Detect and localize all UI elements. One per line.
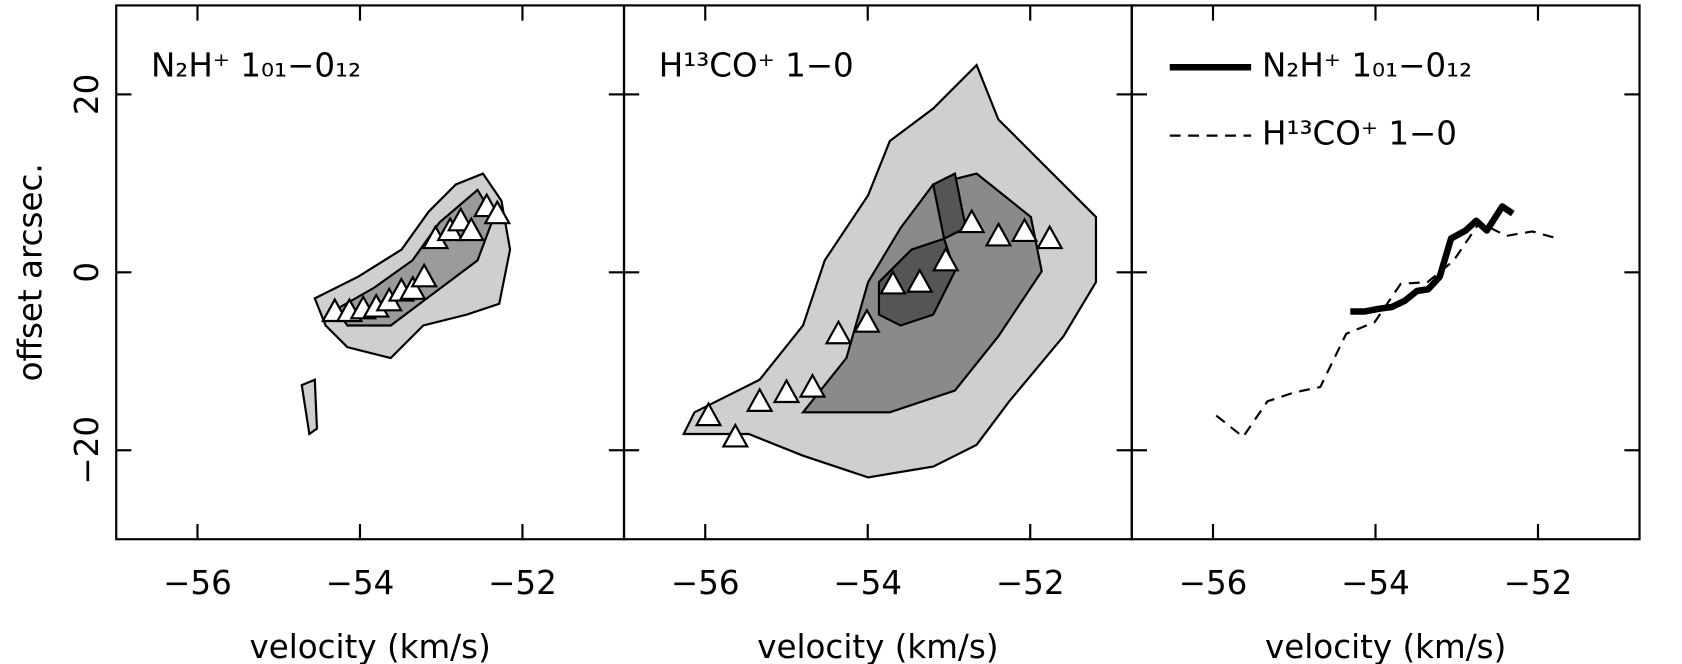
y-tick-label: −20	[68, 416, 106, 485]
triangle-marker	[457, 216, 486, 242]
triangle-marker	[745, 387, 774, 412]
x-axis-label: velocity (km/s)	[1265, 628, 1506, 664]
triangle-marker	[931, 246, 960, 272]
x-tick-label: −52	[488, 564, 557, 602]
triangle-marker	[1010, 217, 1039, 243]
data-line	[1350, 203, 1515, 315]
triangle-marker	[694, 401, 723, 427]
triangle-marker	[410, 262, 438, 288]
y-axis-label: offset arcsec.	[12, 163, 50, 381]
legend-label: N₂H⁺ 1₀₁−0₁₂	[1262, 46, 1472, 84]
triangle-marker	[853, 307, 881, 333]
x-axis-label: velocity (km/s)	[757, 628, 998, 664]
triangle-marker	[905, 267, 934, 293]
triangle-marker	[879, 269, 907, 295]
x-axis-label: velocity (km/s)	[249, 628, 490, 664]
x-tick-label: −56	[163, 564, 232, 602]
x-tick-label: −54	[326, 564, 395, 602]
triangle-marker	[824, 319, 853, 345]
y-tick-label: 0	[68, 262, 106, 283]
x-tick-label: −52	[996, 564, 1065, 602]
legend-label: H¹³CO⁺ 1−0	[1262, 115, 1457, 153]
triangle-marker	[398, 275, 427, 300]
panel-label: N₂H⁺ 1₀₁−0₁₂	[151, 46, 361, 84]
y-tick-label: 20	[68, 74, 106, 115]
data-line	[1215, 221, 1558, 439]
triangle-marker	[984, 221, 1013, 247]
x-tick-label: −56	[1179, 564, 1248, 602]
triangle-marker	[721, 422, 750, 448]
triangle-marker	[483, 199, 512, 225]
x-tick-label: −54	[1341, 564, 1410, 602]
x-tick-label: −52	[1504, 564, 1573, 602]
triangle-marker	[798, 372, 827, 398]
x-tick-label: −54	[833, 564, 902, 602]
x-tick-label: −56	[671, 564, 740, 602]
plot-frame	[1130, 4, 1641, 541]
emission-map	[300, 63, 1098, 479]
panel-label: H¹³CO⁺ 1−0	[659, 46, 854, 84]
triangle-marker	[772, 378, 801, 404]
triangle-marker	[1035, 224, 1064, 250]
triangle-marker	[957, 208, 986, 234]
